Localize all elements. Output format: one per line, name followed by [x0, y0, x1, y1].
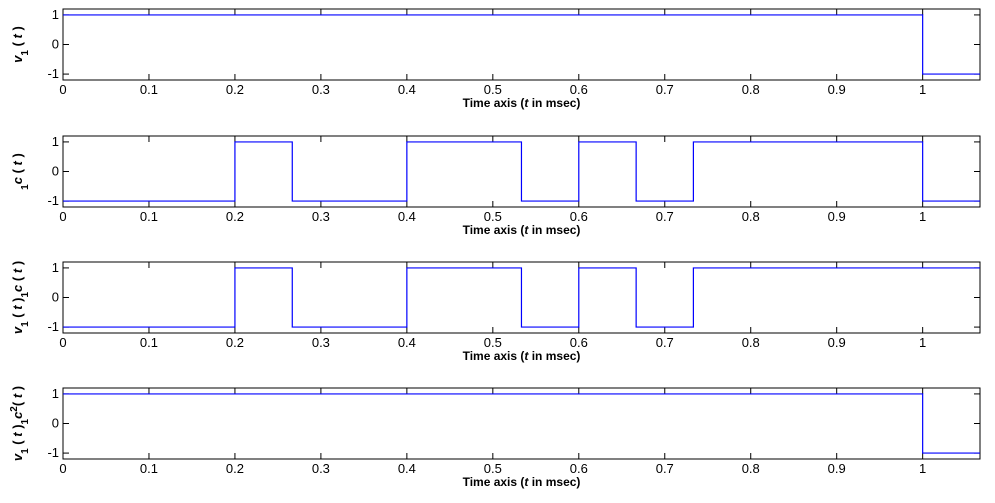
x-axis-label: Time axis (t in msec)	[463, 223, 581, 237]
y-tick-label: -1	[47, 319, 59, 334]
x-tick-label: 0.4	[398, 209, 416, 224]
y-tick-label: 0	[52, 164, 59, 179]
x-tick-label: 0.2	[226, 335, 244, 350]
y-tick-label: 1	[52, 260, 59, 275]
y-tick-label: -1	[47, 193, 59, 208]
series-line-1	[63, 267, 980, 328]
x-tick-label: 0.1	[140, 82, 158, 97]
x-tick-label: 0.8	[742, 335, 760, 350]
x-tick-label: 0.3	[312, 82, 330, 97]
x-tick-label: 0.3	[312, 461, 330, 476]
x-tick-label: 0	[59, 335, 66, 350]
y-tick-label: 1	[52, 386, 59, 401]
y-tick-label: 0	[52, 416, 59, 431]
x-tick-label: 0.9	[828, 209, 846, 224]
series-line-1	[63, 393, 980, 454]
x-tick-label: 0.9	[828, 461, 846, 476]
y-axis-label: v1 ( t )	[10, 26, 31, 63]
x-tick-label: 0.6	[570, 209, 588, 224]
y-axis-label: 1c ( t )	[10, 153, 31, 190]
y-axis-label: v1 ( t )1c ( t )	[10, 261, 31, 334]
x-tick-label: 0.6	[570, 82, 588, 97]
x-tick-label: 0.5	[484, 461, 502, 476]
x-axis-label: Time axis (t in msec)	[463, 475, 581, 489]
y-tick-label: 0	[52, 37, 59, 52]
x-tick-label: 1	[919, 209, 926, 224]
x-tick-label: 0.5	[484, 209, 502, 224]
x-tick-label: 0.3	[312, 209, 330, 224]
x-tick-label: 0.8	[742, 461, 760, 476]
x-tick-label: 0	[59, 461, 66, 476]
x-axis-label: Time axis (t in msec)	[463, 96, 581, 110]
x-tick-label: 0.7	[656, 335, 674, 350]
y-tick-label: 1	[52, 134, 59, 149]
x-tick-label: 0.1	[140, 335, 158, 350]
x-tick-label: 0	[59, 82, 66, 97]
x-tick-label: 0.6	[570, 335, 588, 350]
x-tick-label: 0.5	[484, 335, 502, 350]
x-tick-label: 1	[919, 335, 926, 350]
y-tick-label: 0	[52, 290, 59, 305]
x-tick-label: 0.2	[226, 461, 244, 476]
x-tick-label: 0.6	[570, 461, 588, 476]
x-tick-label: 0.9	[828, 82, 846, 97]
x-tick-label: 0.8	[742, 82, 760, 97]
x-tick-label: 0.8	[742, 209, 760, 224]
series-line-1	[63, 141, 980, 202]
y-tick-label: 1	[52, 7, 59, 22]
x-tick-label: 0.1	[140, 209, 158, 224]
x-tick-label: 0.5	[484, 82, 502, 97]
axes-frame	[62, 8, 981, 81]
axes-frame	[62, 387, 981, 460]
x-tick-label: 0.1	[140, 461, 158, 476]
x-tick-label: 1	[919, 461, 926, 476]
x-tick-label: 0.7	[656, 209, 674, 224]
x-tick-label: 0.7	[656, 461, 674, 476]
series-line-1	[63, 14, 980, 75]
x-tick-label: 0	[59, 209, 66, 224]
x-tick-label: 0.3	[312, 335, 330, 350]
x-tick-label: 0.7	[656, 82, 674, 97]
x-tick-label: 0.4	[398, 82, 416, 97]
x-tick-label: 0.4	[398, 335, 416, 350]
x-tick-label: 0.2	[226, 82, 244, 97]
x-tick-label: 1	[919, 82, 926, 97]
x-tick-label: 0.2	[226, 209, 244, 224]
y-axis-label: v1 ( t )1c2( t )	[9, 386, 31, 461]
y-tick-label: -1	[47, 66, 59, 81]
y-tick-label: -1	[47, 445, 59, 460]
x-axis-label: Time axis (t in msec)	[463, 349, 581, 363]
x-tick-label: 0.9	[828, 335, 846, 350]
x-tick-label: 0.4	[398, 461, 416, 476]
